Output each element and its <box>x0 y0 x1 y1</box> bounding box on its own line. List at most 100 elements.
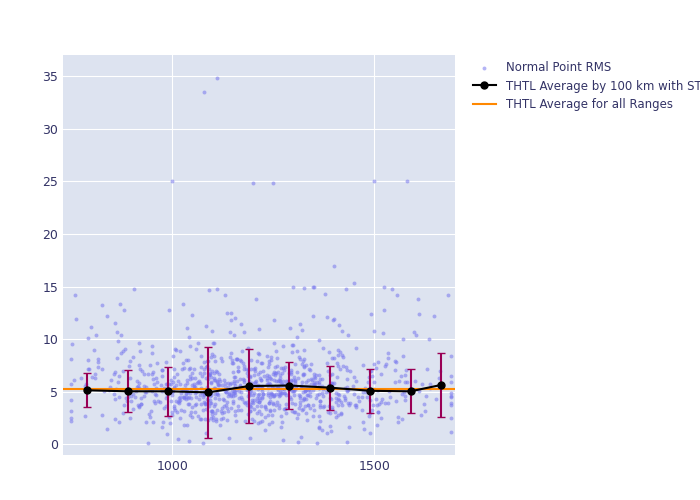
Normal Point RMS <box>435 367 446 375</box>
Normal Point RMS <box>266 418 277 426</box>
Normal Point RMS <box>148 376 159 384</box>
Normal Point RMS <box>256 376 267 384</box>
Normal Point RMS <box>238 362 249 370</box>
Normal Point RMS <box>238 365 249 373</box>
Normal Point RMS <box>186 374 197 382</box>
Normal Point RMS <box>365 396 376 404</box>
Normal Point RMS <box>253 406 264 414</box>
Normal Point RMS <box>256 359 267 367</box>
Normal Point RMS <box>218 402 230 410</box>
Normal Point RMS <box>230 418 241 426</box>
Normal Point RMS <box>372 408 384 416</box>
Normal Point RMS <box>123 362 134 370</box>
Normal Point RMS <box>370 395 382 403</box>
Normal Point RMS <box>225 328 236 336</box>
Normal Point RMS <box>241 400 253 408</box>
Normal Point RMS <box>252 381 263 389</box>
Normal Point RMS <box>243 366 254 374</box>
Normal Point RMS <box>327 380 338 388</box>
Normal Point RMS <box>266 411 277 419</box>
Normal Point RMS <box>311 371 322 379</box>
Normal Point RMS <box>164 414 175 422</box>
Normal Point RMS <box>202 395 213 403</box>
Normal Point RMS <box>358 426 369 434</box>
Normal Point RMS <box>223 379 234 387</box>
Normal Point RMS <box>348 373 359 381</box>
Normal Point RMS <box>113 392 125 400</box>
Normal Point RMS <box>364 429 375 437</box>
Normal Point RMS <box>248 370 260 378</box>
Normal Point RMS <box>445 392 456 400</box>
Normal Point RMS <box>204 390 216 398</box>
Normal Point RMS <box>234 394 245 402</box>
Normal Point RMS <box>228 387 239 395</box>
Normal Point RMS <box>209 390 220 398</box>
Normal Point RMS <box>244 372 256 380</box>
Normal Point RMS <box>168 402 179 410</box>
Normal Point RMS <box>168 383 179 391</box>
Normal Point RMS <box>110 395 121 403</box>
Normal Point RMS <box>248 365 260 373</box>
Normal Point RMS <box>190 389 201 397</box>
Normal Point RMS <box>308 380 319 388</box>
Normal Point RMS <box>173 377 184 385</box>
Normal Point RMS <box>408 328 419 336</box>
Normal Point RMS <box>88 346 99 354</box>
Normal Point RMS <box>297 382 308 390</box>
Normal Point RMS <box>109 415 120 423</box>
Normal Point RMS <box>111 385 122 393</box>
Normal Point RMS <box>337 351 348 359</box>
Normal Point RMS <box>328 315 339 323</box>
Normal Point RMS <box>333 411 344 419</box>
Normal Point RMS <box>394 378 405 386</box>
Normal Point RMS <box>116 349 127 357</box>
Normal Point RMS <box>250 377 261 385</box>
Normal Point RMS <box>298 363 309 371</box>
Normal Point RMS <box>332 351 344 359</box>
Normal Point RMS <box>372 408 384 416</box>
Normal Point RMS <box>353 394 364 402</box>
Normal Point RMS <box>378 283 389 291</box>
Normal Point RMS <box>298 346 309 354</box>
Normal Point RMS <box>281 391 292 399</box>
Normal Point RMS <box>264 357 275 365</box>
Normal Point RMS <box>211 389 223 397</box>
Normal Point RMS <box>288 386 300 394</box>
Normal Point RMS <box>97 366 108 374</box>
Normal Point RMS <box>122 397 133 405</box>
Normal Point RMS <box>333 321 344 329</box>
Normal Point RMS <box>162 392 173 400</box>
Normal Point RMS <box>275 364 286 372</box>
Normal Point RMS <box>180 392 191 400</box>
Normal Point RMS <box>178 386 189 394</box>
Normal Point RMS <box>230 412 241 420</box>
Normal Point RMS <box>342 386 353 394</box>
Normal Point RMS <box>302 386 314 394</box>
Normal Point RMS <box>260 413 271 421</box>
Normal Point RMS <box>331 358 342 366</box>
Normal Point RMS <box>239 418 251 426</box>
Normal Point RMS <box>295 320 306 328</box>
Normal Point RMS <box>289 378 300 386</box>
Normal Point RMS <box>274 374 286 382</box>
Normal Point RMS <box>244 378 255 386</box>
Normal Point RMS <box>284 386 295 394</box>
Normal Point RMS <box>156 372 167 380</box>
Normal Point RMS <box>286 342 297 349</box>
Normal Point RMS <box>302 400 314 408</box>
Normal Point RMS <box>251 394 262 402</box>
Normal Point RMS <box>221 404 232 412</box>
Normal Point RMS <box>252 348 263 356</box>
Normal Point RMS <box>205 388 216 396</box>
Normal Point RMS <box>206 378 217 386</box>
Normal Point RMS <box>332 374 343 382</box>
Normal Point RMS <box>260 426 271 434</box>
Normal Point RMS <box>224 380 235 388</box>
Normal Point RMS <box>189 408 200 416</box>
Normal Point RMS <box>205 392 216 400</box>
Normal Point RMS <box>206 354 217 362</box>
Normal Point RMS <box>223 407 234 415</box>
Normal Point RMS <box>202 386 213 394</box>
Normal Point RMS <box>141 388 152 396</box>
Normal Point RMS <box>87 374 98 382</box>
